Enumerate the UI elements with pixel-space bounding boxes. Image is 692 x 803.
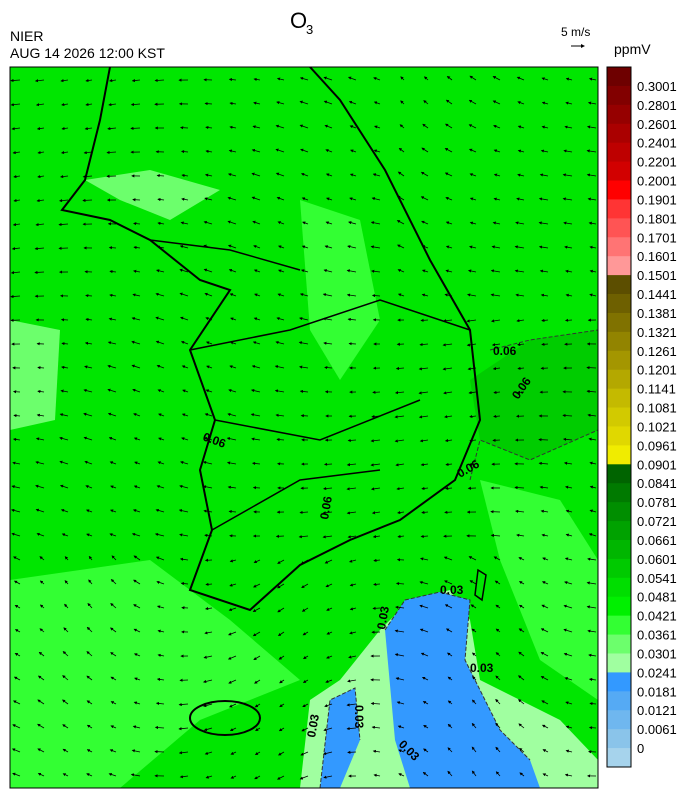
wind-scale-label: 5 m/s	[561, 25, 590, 39]
colorbar: 0.3001 0.2801 0.2601 0.2401 0.2201 0.2001 0.19…	[607, 67, 677, 768]
colorbar-label: 0.0841	[637, 476, 677, 491]
colorbar-segment	[607, 237, 631, 256]
colorbar-segment	[607, 408, 631, 427]
colorbar-label: 0.1501	[637, 268, 677, 283]
colorbar-label: 0.1081	[637, 401, 677, 416]
colorbar-label: 0.0601	[637, 552, 677, 567]
colorbar-segment	[607, 332, 631, 351]
colorbar-label: 0	[637, 741, 644, 756]
colorbar-label: 0.0301	[637, 646, 677, 661]
colorbar-label: 0.1801	[637, 211, 677, 226]
wind-arrow	[157, 175, 164, 176]
agency: NIER	[10, 28, 43, 44]
colorbar-segment	[607, 578, 631, 597]
colorbar-label: 0.2401	[637, 136, 677, 151]
colorbar-segment	[607, 653, 631, 672]
wind-arrow	[35, 272, 44, 273]
colorbar-segment	[607, 426, 631, 445]
colorbar-label: 0.1261	[637, 344, 677, 359]
colorbar-label: 0.2001	[637, 174, 677, 189]
colorbar-label: 0.1201	[637, 363, 677, 378]
contour-label: 0.06	[493, 344, 517, 358]
colorbar-segment	[607, 521, 631, 540]
title: O	[290, 8, 307, 33]
colorbar-label: 0.1701	[637, 230, 677, 245]
datetime: AUG 14 2026 12:00 KST	[10, 45, 165, 61]
colorbar-label: 0.1601	[637, 249, 677, 264]
colorbar-label: 0.0061	[637, 722, 677, 737]
colorbar-segment	[607, 540, 631, 559]
colorbar-label: 0.0781	[637, 495, 677, 510]
colorbar-segment	[607, 559, 631, 578]
colorbar-label: 0.0541	[637, 571, 677, 586]
wind-arrow	[83, 200, 92, 201]
contour-label: 0.03	[352, 705, 366, 729]
unit: ppmV	[614, 41, 651, 57]
colorbar-label: 0.2201	[637, 155, 677, 170]
colorbar-segment	[607, 256, 631, 275]
colorbar-label: 0.0361	[637, 628, 677, 643]
colorbar-segment	[607, 597, 631, 616]
title-subscript: 3	[306, 22, 313, 37]
colorbar-segment	[607, 616, 631, 635]
colorbar-segment	[607, 313, 631, 332]
colorbar-segment	[607, 502, 631, 521]
colorbar-segment	[607, 218, 631, 237]
wind-arrow	[205, 103, 212, 104]
colorbar-label: 0.0721	[637, 514, 677, 529]
wind-arrow	[590, 727, 596, 728]
colorbar-label: 0.0661	[637, 533, 677, 548]
colorbar-segment	[607, 710, 631, 729]
colorbar-segment	[607, 294, 631, 313]
colorbar-segment	[607, 162, 631, 181]
colorbar-label: 0.1141	[637, 382, 676, 397]
wind-arrow	[86, 295, 92, 296]
contour-label: 0.03	[440, 583, 464, 597]
colorbar-label: 0.0121	[637, 703, 677, 718]
colorbar-label: 0.0181	[637, 684, 677, 699]
wind-arrow	[38, 367, 44, 368]
colorbar-segment	[607, 729, 631, 748]
colorbar-label: 0.2801	[637, 98, 677, 113]
colorbar-segment	[607, 389, 631, 408]
light-patch	[10, 320, 60, 430]
colorbar-label: 0.0961	[637, 438, 677, 453]
colorbar-segment	[607, 483, 631, 502]
colorbar-segment	[607, 124, 631, 143]
colorbar-segment	[607, 672, 631, 691]
colorbar-label: 0.0901	[637, 457, 677, 472]
colorbar-segment	[607, 143, 631, 162]
colorbar-label: 0.1901	[637, 192, 677, 207]
colorbar-label: 0.0241	[637, 665, 677, 680]
colorbar-segment	[607, 370, 631, 389]
colorbar-label: 0.1441	[637, 287, 677, 302]
colorbar-label: 0.1321	[637, 325, 677, 340]
colorbar-segment	[607, 105, 631, 124]
wind-arrow	[421, 536, 428, 537]
colorbar-segment	[607, 67, 631, 86]
colorbar-segment	[607, 351, 631, 370]
colorbar-segment	[607, 86, 631, 105]
colorbar-segment	[607, 464, 631, 483]
colorbar-segment	[607, 275, 631, 294]
colorbar-segment	[607, 445, 631, 464]
wind-arrow	[494, 416, 500, 417]
colorbar-segment	[607, 181, 631, 200]
colorbar-label: 0.2601	[637, 117, 677, 132]
colorbar-label: 0.3001	[637, 79, 677, 94]
contour-label: 0.03	[470, 661, 494, 675]
colorbar-segment	[607, 691, 631, 710]
colorbar-segment	[607, 748, 631, 767]
wind-arrow	[542, 344, 548, 345]
colorbar-segment	[607, 635, 631, 654]
colorbar-label: 0.1381	[637, 306, 677, 321]
colorbar-segment	[607, 199, 631, 218]
colorbar-label: 0.0421	[637, 609, 677, 624]
colorbar-label: 0.0481	[637, 590, 677, 605]
colorbar-label: 0.1021	[637, 419, 677, 434]
